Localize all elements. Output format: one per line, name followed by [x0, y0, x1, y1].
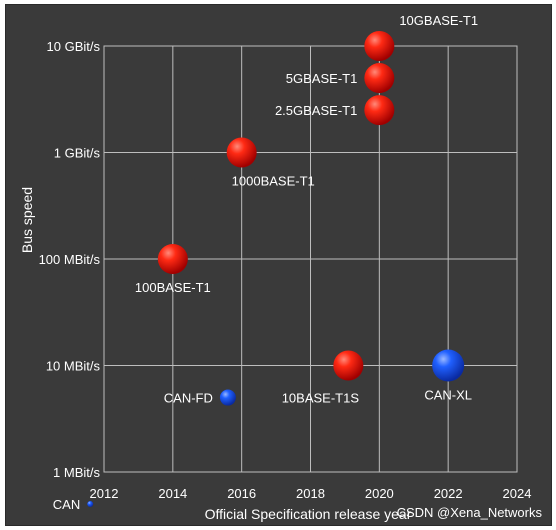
tick-layer: 2012 2014 2016 2018 2020 2022 2024 1 MBit/s 10 M… [39, 39, 532, 501]
x-tick-label: 2020 [365, 486, 394, 501]
point-label-can-xl: CAN-XL [424, 388, 472, 403]
point-can-xl [432, 349, 465, 382]
watermark: CSDN @Xena_Networks [397, 505, 543, 520]
y-tick-label: 1 GBit/s [54, 146, 101, 161]
x-tick-label: 2016 [227, 486, 256, 501]
point-label-5gbase-t1: 5GBASE-T1 [286, 71, 358, 86]
point-label-10gbase-t1: 10GBASE-T1 [399, 13, 478, 28]
point-100base-t1 [157, 244, 188, 274]
x-tick-label: 2024 [503, 486, 532, 501]
y-tick-label: 10 GBit/s [47, 39, 101, 54]
point-10gbase-t1 [364, 31, 395, 61]
x-tick-label: 2014 [158, 486, 187, 501]
x-tick-label: 2012 [90, 486, 119, 501]
point-label-2-5gbase-t1: 2.5GBASE-T1 [275, 103, 357, 118]
point-label-can-fd: CAN-FD [164, 391, 213, 406]
y-tick-label: 100 MBit/s [39, 252, 101, 267]
point-1000base-t1 [226, 137, 257, 168]
x-tick-label: 2018 [296, 486, 325, 501]
point-label-10base-t1s: 10BASE-T1S [282, 391, 360, 406]
point-2-5gbase-t1 [364, 95, 395, 126]
point-label-can: CAN [53, 497, 80, 512]
point-can-fd [219, 389, 236, 406]
x-axis-title: Official Specification release year [205, 506, 412, 522]
y-tick-label: 10 MBit/s [46, 359, 101, 374]
point-5gbase-t1 [364, 63, 395, 94]
point-label-1000base-t1: 1000BASE-T1 [232, 174, 315, 189]
chart-svg: 2012 2014 2016 2018 2020 2022 2024 1 MBit/s 10 M… [19, 13, 543, 522]
y-tick-label: 1 MBit/s [53, 465, 100, 480]
chart-panel: 2012 2014 2016 2018 2020 2022 2024 1 MBit/s 10 M… [5, 4, 552, 526]
point-10base-t1s [333, 350, 364, 381]
point-label-100base-t1: 100BASE-T1 [135, 280, 211, 295]
x-tick-label: 2022 [434, 486, 463, 501]
point-can [87, 501, 94, 508]
point-layer: 10GBASE-T1 5GBASE-T1 2.5GBASE-T1 1000BASE-T… [53, 13, 478, 512]
y-axis-title: Bus speed [19, 187, 35, 253]
